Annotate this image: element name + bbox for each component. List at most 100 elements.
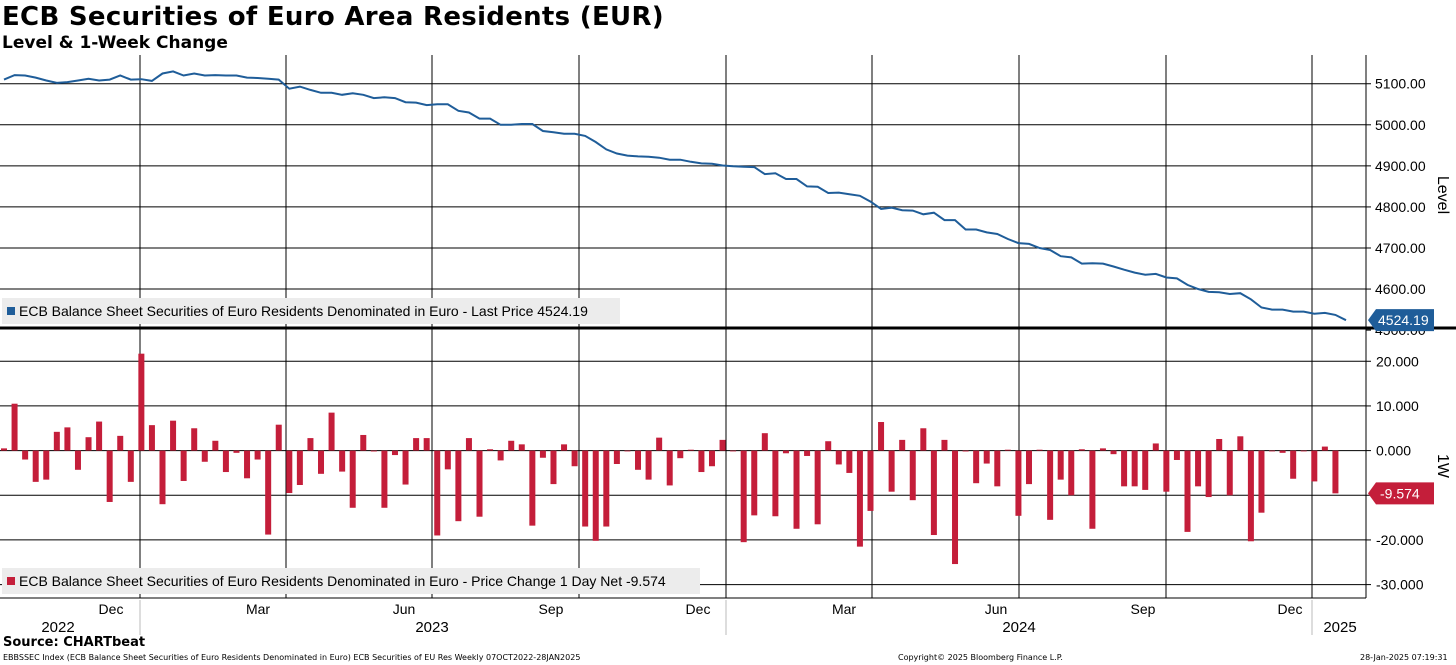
change-bar — [550, 450, 557, 485]
change-bar — [318, 450, 325, 474]
change-bar — [529, 450, 536, 526]
change-bar — [370, 450, 377, 452]
month-label: Jun — [985, 601, 1008, 617]
month-label: Mar — [832, 601, 856, 617]
change-legend-box — [2, 568, 700, 594]
change-bar — [1258, 450, 1265, 513]
month-label: Sep — [1131, 601, 1156, 617]
change-bar — [74, 450, 81, 470]
change-bar — [22, 450, 29, 460]
change-bar — [455, 450, 462, 522]
change-bar — [1290, 450, 1297, 479]
year-label: 2025 — [1323, 619, 1356, 636]
change-bar — [349, 450, 356, 508]
change-bar — [973, 450, 980, 484]
level-tick-label: 4700.00 — [1375, 240, 1426, 256]
change-bar — [624, 450, 631, 452]
change-bar — [677, 450, 684, 459]
change-bar — [561, 444, 568, 451]
change-bar — [708, 450, 715, 467]
change-bar — [465, 438, 472, 451]
change-bar — [1321, 446, 1328, 451]
change-bar — [1089, 450, 1096, 529]
change-bar — [592, 450, 599, 541]
change-bar — [244, 450, 251, 479]
level-tick-label: 4800.00 — [1375, 199, 1426, 215]
change-legend-swatch — [7, 577, 15, 585]
change-bar — [856, 450, 863, 547]
month-label: Sep — [539, 601, 564, 617]
change-tick-label: 10.000 — [1376, 398, 1419, 414]
change-bar — [96, 421, 103, 451]
change-bar — [930, 450, 937, 536]
change-bar — [138, 353, 145, 451]
change-bar — [497, 450, 504, 461]
change-bar — [1247, 450, 1254, 542]
change-bar — [1099, 448, 1106, 451]
change-bar — [117, 435, 124, 451]
year-label: 2024 — [1002, 619, 1035, 636]
change-bar — [1004, 449, 1011, 451]
change-bar — [328, 412, 335, 451]
change-bar — [1025, 450, 1032, 485]
change-bar — [740, 450, 747, 543]
change-bar — [1216, 438, 1223, 451]
change-bar — [1184, 450, 1191, 532]
change-bar — [1036, 449, 1043, 451]
change-bar — [1195, 450, 1202, 487]
copyright-note: Copyright© 2025 Bloomberg Finance L.P. — [898, 653, 1063, 662]
change-bar — [825, 441, 832, 451]
change-bar — [719, 439, 726, 451]
change-bar — [360, 434, 367, 451]
change-bar — [772, 450, 779, 517]
change-bar — [413, 438, 420, 451]
change-bar — [603, 450, 610, 527]
change-bar — [212, 440, 219, 451]
change-bar — [804, 450, 811, 456]
level-tick-label: 4600.00 — [1375, 281, 1426, 297]
change-bar — [275, 424, 282, 451]
chart-subtitle: Level & 1-Week Change — [2, 33, 228, 53]
change-bar — [487, 449, 494, 451]
change-bar — [846, 450, 853, 473]
change-bar — [656, 437, 663, 451]
change-bar — [43, 450, 50, 480]
change-bar — [761, 433, 768, 451]
change-bar — [635, 450, 642, 470]
change-bar — [339, 450, 346, 472]
change-bar — [1300, 450, 1307, 452]
change-bar — [782, 450, 789, 454]
year-label: 2022 — [41, 619, 74, 636]
change-bar — [148, 425, 155, 451]
level-tick-label: 4900.00 — [1375, 158, 1426, 174]
change-last-tag — [1368, 482, 1434, 505]
change-bar — [1110, 450, 1117, 455]
change-bar — [867, 450, 874, 511]
change-bar — [645, 450, 652, 480]
change-bar — [666, 450, 673, 486]
change-bar — [1163, 450, 1170, 492]
change-bar — [1131, 450, 1138, 487]
change-bar — [952, 450, 959, 565]
change-bar — [814, 450, 821, 525]
change-bar — [1237, 436, 1244, 451]
change-bar — [1142, 450, 1149, 490]
change-bar — [201, 450, 208, 462]
change-bar — [307, 438, 314, 451]
change-bar — [835, 450, 842, 465]
month-label: Jun — [393, 601, 416, 617]
change-bar — [85, 437, 92, 451]
change-bar — [423, 438, 430, 451]
change-bar — [286, 450, 293, 494]
change-bar — [1068, 450, 1075, 496]
month-label: Mar — [246, 601, 270, 617]
level-axis-title: Level — [1434, 176, 1451, 214]
month-label: Dec — [686, 601, 711, 617]
change-bar — [582, 450, 589, 527]
change-bar — [233, 450, 240, 453]
level-tick-label: 5000.00 — [1375, 117, 1426, 133]
change-bar — [698, 450, 705, 473]
level-legend-text: ECB Balance Sheet Securities of Euro Res… — [19, 303, 588, 319]
change-bar — [941, 439, 948, 451]
